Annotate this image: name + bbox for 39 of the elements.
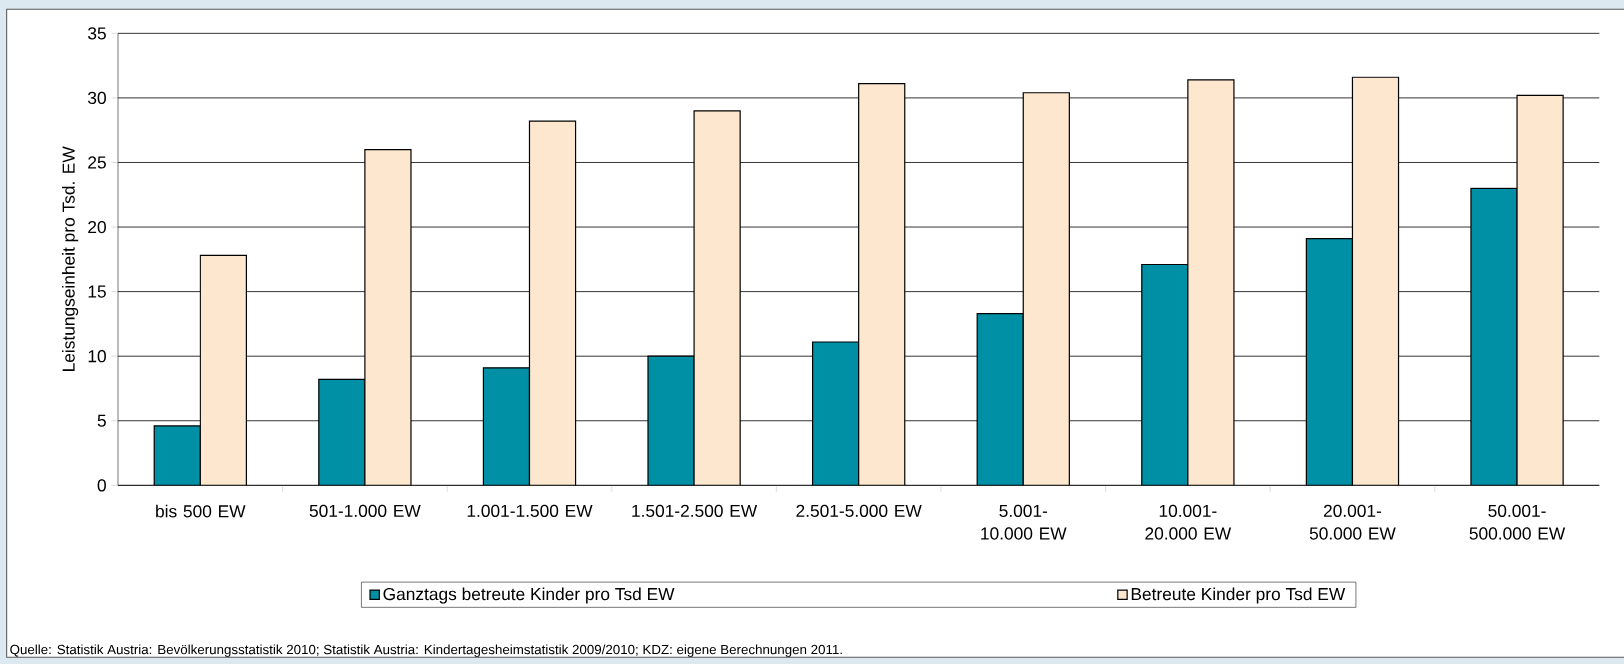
y-tick-label: 25	[88, 156, 106, 169]
bar	[364, 148, 412, 486]
bar	[1470, 187, 1518, 486]
y-tick-label: 30	[88, 91, 106, 105]
x-tick-label: 5.001-10.000 EW	[981, 504, 1067, 540]
x-tick-label: 10.001-20.000 EW	[1145, 504, 1232, 540]
bar	[976, 312, 1024, 486]
bar	[153, 425, 201, 486]
y-tick-label: 15	[88, 285, 106, 298]
x-tick-label: 20.001-50.000 EW	[1309, 504, 1396, 540]
bar	[1141, 263, 1189, 486]
legend-label: Ganztags betreute Kinder pro Tsd EW	[383, 587, 675, 604]
x-tick-label: 1.001-1.500 EW	[467, 504, 593, 517]
bar	[528, 120, 577, 486]
legend-label: Betreute Kinder pro Tsd EW	[1131, 587, 1346, 604]
x-tick-label: 1.501-2.500 EW	[632, 504, 758, 517]
bar	[199, 254, 247, 486]
bar	[811, 341, 860, 486]
bar	[318, 378, 366, 486]
bar	[1305, 238, 1354, 486]
bar	[1516, 94, 1564, 486]
y-axis-title: Leistungseinheit pro Tsd. EW	[62, 146, 79, 371]
y-tick-label: 10	[88, 350, 106, 363]
x-tick-label: bis 500 EW	[156, 504, 246, 518]
bar	[647, 355, 695, 486]
bar	[1022, 92, 1070, 486]
bar	[1187, 79, 1235, 486]
x-tick-label: 2.501-5.000 EW	[796, 504, 922, 517]
y-tick-label: 5	[97, 414, 106, 427]
y-tick-label: 20	[88, 220, 106, 234]
y-tick-label: 35	[88, 27, 106, 40]
x-tick-label: 50.001-500.000 EW	[1469, 504, 1566, 540]
source-note: Quelle: Statistik Austria: Bevölkerungsstatistik 2010; Statistik Austria: Kindertagesheimstatistik 2009/2010; KDZ: eigene Berechnungen 2011.	[10, 644, 842, 657]
bar	[858, 83, 906, 486]
bar	[1351, 76, 1400, 486]
bar	[482, 367, 531, 486]
bar	[693, 110, 741, 486]
x-tick-label: 501-1.000 EW	[309, 504, 421, 517]
y-tick-label: 0	[97, 479, 106, 492]
